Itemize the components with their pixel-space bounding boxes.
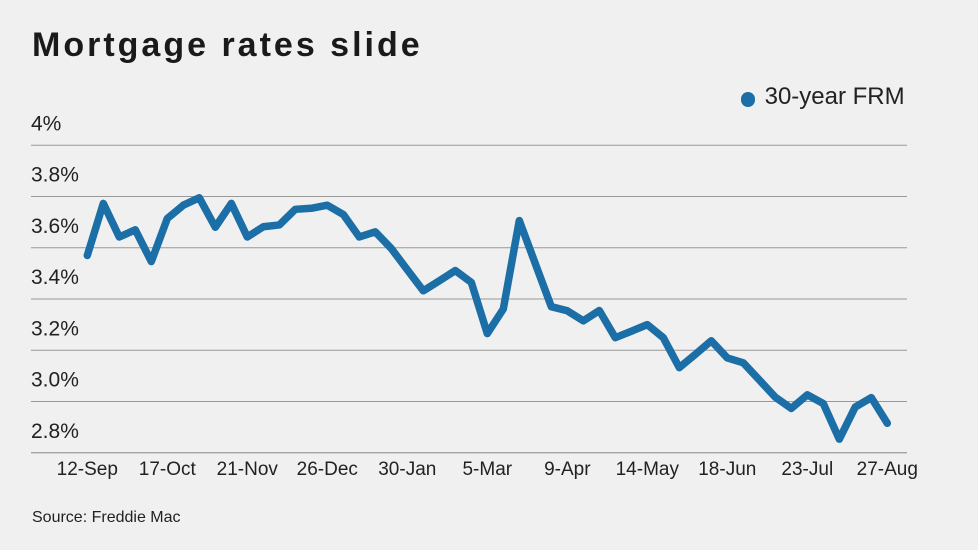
svg-text:3.4%: 3.4% — [31, 266, 79, 289]
svg-text:4%: 4% — [31, 112, 61, 135]
svg-text:14-May: 14-May — [616, 459, 680, 480]
svg-text:5-Mar: 5-Mar — [462, 459, 512, 480]
svg-text:21-Nov: 21-Nov — [217, 459, 279, 480]
svg-text:9-Apr: 9-Apr — [544, 459, 591, 480]
svg-text:30-Jan: 30-Jan — [378, 459, 436, 480]
svg-text:23-Jul: 23-Jul — [781, 459, 833, 480]
svg-text:3.2%: 3.2% — [31, 317, 79, 340]
svg-text:27-Aug: 27-Aug — [857, 459, 918, 480]
svg-text:3.8%: 3.8% — [31, 164, 79, 187]
svg-text:2.8%: 2.8% — [31, 420, 79, 443]
svg-text:18-Jun: 18-Jun — [698, 459, 756, 480]
svg-text:26-Dec: 26-Dec — [297, 459, 358, 480]
svg-text:12-Sep: 12-Sep — [57, 459, 118, 480]
svg-text:3.6%: 3.6% — [31, 215, 79, 238]
svg-text:3.0%: 3.0% — [31, 369, 79, 392]
svg-text:17-Oct: 17-Oct — [139, 459, 197, 480]
